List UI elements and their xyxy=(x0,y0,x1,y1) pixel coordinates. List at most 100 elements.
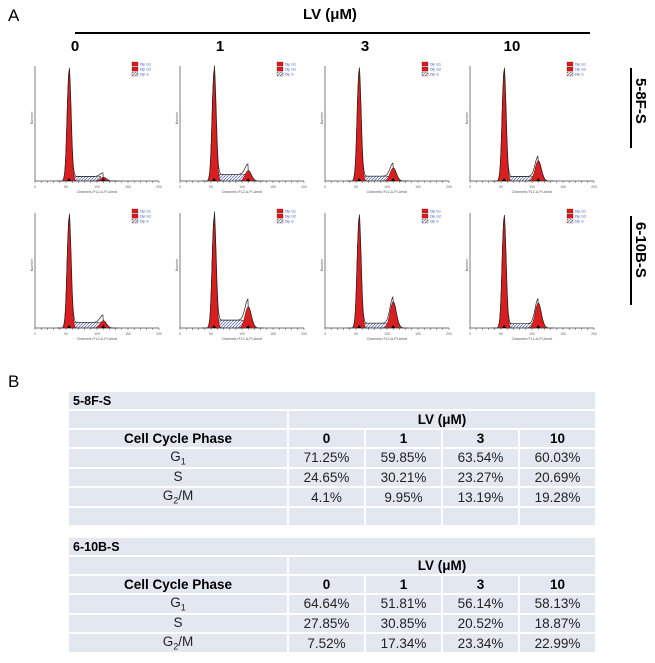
dose-label: 0 xyxy=(70,38,80,55)
x-axis-label: Channels (FL2-A-PI-Area) xyxy=(367,190,408,193)
legend-swatch xyxy=(131,208,139,214)
table-cell: 4.1% xyxy=(287,486,366,509)
legend-swatch xyxy=(131,61,139,67)
legend-label: Dip G1 xyxy=(140,210,151,214)
g1-peak xyxy=(494,70,514,182)
x-tick-label: 150 xyxy=(560,332,566,336)
legend-label: Dip G1 xyxy=(430,210,441,214)
x-tick-label: 100 xyxy=(529,332,535,336)
x-axis-label: Channels (FL2-A-PI-Area) xyxy=(77,337,118,340)
x-tick-label: 200 xyxy=(301,185,307,189)
x-tick-label: 200 xyxy=(156,332,162,336)
phase-label: S xyxy=(67,466,289,489)
x-tick-label: 150 xyxy=(415,332,421,336)
legend-label: Dip G2 xyxy=(430,215,441,219)
y-axis-label: Number xyxy=(175,258,179,271)
dose-header: 10 xyxy=(518,574,597,595)
legend-label: Dip G1 xyxy=(430,63,441,67)
dose-label: 3 xyxy=(360,38,370,55)
lv-header: LV (μM) xyxy=(287,555,597,576)
x-tick-label: 0 xyxy=(469,332,471,336)
x-axis-label: Channels (FL2-A-PI-Area) xyxy=(77,190,118,193)
histogram-outline xyxy=(56,67,119,182)
row-divider xyxy=(630,216,632,305)
x-tick-label: 0 xyxy=(324,332,326,336)
legend-swatch xyxy=(276,66,284,72)
histogram: 0 50 100 150 200 Channels (FL2-A-PI-Area) Numb… xyxy=(465,208,597,340)
histogram-outline xyxy=(491,67,554,182)
x-axis-label: Channels (FL2-A-PI-Area) xyxy=(222,190,263,193)
table-cell: 20.69% xyxy=(518,466,597,489)
legend-label: Dip S xyxy=(575,220,584,224)
table-cell: 17.34% xyxy=(364,632,443,655)
histogram-outline xyxy=(201,211,264,329)
x-tick-label: 0 xyxy=(324,185,326,189)
x-tick-label: 200 xyxy=(446,185,452,189)
table-row: S 27.85% 30.85% 20.52% 18.87% xyxy=(67,612,597,635)
phase-sub: 1 xyxy=(180,456,186,467)
legend-swatch xyxy=(131,213,139,219)
table-cell: 24.65% xyxy=(287,466,366,489)
histogram-outline xyxy=(56,213,119,329)
x-tick-label: 200 xyxy=(446,332,452,336)
legend-label: Dip G2 xyxy=(140,68,151,72)
legend-swatch xyxy=(421,61,429,67)
legend-label: Dip G1 xyxy=(285,210,296,214)
histogram: 0 50 100 150 200 Channels (FL2-A-PI-Area) Numb… xyxy=(30,208,162,340)
legend-label: Dip S xyxy=(575,73,584,77)
x-tick-label: 0 xyxy=(34,332,36,336)
cell-cycle-table: 5-8F-S LV (μM) Cell Cycle Phase 0 1 3 10 G1 71.2… xyxy=(67,390,597,528)
dose-header: 0 xyxy=(287,428,366,449)
legend-swatch xyxy=(566,66,574,72)
y-axis-label: Number xyxy=(320,111,324,124)
x-tick-label: 200 xyxy=(591,185,597,189)
legend-label: Dip G2 xyxy=(430,68,441,72)
x-axis-label: Channels (FL2-A-PI-Area) xyxy=(512,190,553,193)
dose-header: 1 xyxy=(364,574,443,595)
phase: G xyxy=(170,595,181,610)
x-tick-label: 0 xyxy=(179,185,181,189)
phase: S xyxy=(173,468,183,484)
phase-suffix: /M xyxy=(178,488,194,504)
table-cell: 51.81% xyxy=(364,593,443,615)
legend-swatch xyxy=(421,208,429,214)
x-tick-label: 200 xyxy=(591,332,597,336)
x-axis-label: Channels (FL2-A-PI-Area) xyxy=(367,337,408,340)
x-axis-label: Channels (FL2-A-PI-Area) xyxy=(512,337,553,340)
dose-header: 3 xyxy=(441,428,520,449)
table-cell: 7.52% xyxy=(287,632,366,655)
x-tick-label: 150 xyxy=(560,185,566,189)
lv-header: LV (μM) xyxy=(287,409,597,430)
phase-sub: 1 xyxy=(180,602,186,613)
y-axis-label: Number xyxy=(30,258,34,271)
table-title: 5-8F-S xyxy=(67,390,597,411)
table-cell: 23.34% xyxy=(441,632,520,655)
panel-label-b: B xyxy=(8,372,20,391)
panel-label-a: A xyxy=(8,6,20,25)
dose-header: 3 xyxy=(441,574,520,595)
x-tick-label: 100 xyxy=(529,185,535,189)
g1-peak xyxy=(494,217,514,329)
table-cell: 13.19% xyxy=(441,486,520,509)
histogram: 0 50 100 150 200 Channels (FL2-A-PI-Area) Numb… xyxy=(320,61,452,193)
legend-label: Dip S xyxy=(285,73,294,77)
x-tick-label: 0 xyxy=(34,185,36,189)
g1-peak xyxy=(59,217,79,329)
legend-swatch xyxy=(131,66,139,72)
legend-label: Dip S xyxy=(285,220,294,224)
legend-swatch xyxy=(421,71,429,77)
lv-divider xyxy=(75,32,590,34)
histogram: 0 50 100 150 200 Channels (FL2-A-PI-Area) Numb… xyxy=(175,208,307,340)
histogram: 0 50 100 150 200 Channels (FL2-A-PI-Area) Numb… xyxy=(320,208,452,340)
table-cell: 19.28% xyxy=(518,486,597,509)
x-tick-label: 150 xyxy=(415,185,421,189)
dose-header: 1 xyxy=(364,428,443,449)
legend-swatch xyxy=(566,71,574,77)
legend-swatch xyxy=(566,208,574,214)
phase-sub: 2 xyxy=(173,496,179,507)
legend-swatch xyxy=(421,66,429,72)
row-label-5-8f-s: 5-8F-S xyxy=(632,78,649,124)
legend-label: Dip G2 xyxy=(285,215,296,219)
legend-label: Dip G1 xyxy=(575,210,586,214)
x-tick-label: 0 xyxy=(179,332,181,336)
